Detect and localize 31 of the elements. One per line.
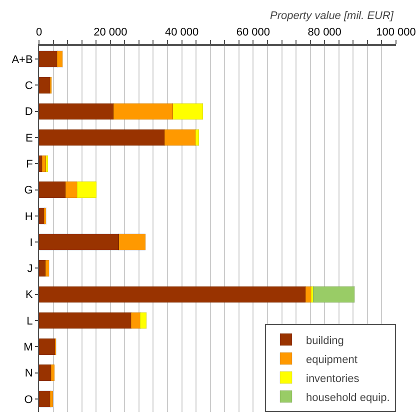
- legend-label: household equip.: [306, 392, 390, 404]
- y-tick-label: N: [24, 368, 33, 380]
- y-tick-label: J: [27, 263, 33, 276]
- x-tick-label: 80 000: [308, 26, 342, 39]
- y-tick-label: D: [24, 106, 33, 118]
- y-tick-label: I: [30, 236, 33, 249]
- y-tick-label: O: [24, 394, 34, 406]
- bar: [312, 286, 355, 303]
- bar: [39, 364, 52, 382]
- legend-label: building: [306, 334, 344, 347]
- x-axis-title: Property value [mil. EUR]: [270, 10, 394, 22]
- x-tick-label: 60 000: [236, 26, 270, 39]
- legend-label: inventories: [306, 372, 360, 385]
- legend-label: equipment: [306, 354, 358, 366]
- bar: [39, 338, 56, 355]
- y-tick-label: G: [24, 184, 33, 197]
- y-tick-label: M: [24, 341, 33, 354]
- y-tick-label: C: [24, 80, 33, 92]
- bar: [39, 76, 50, 94]
- y-tick-label: H: [24, 210, 33, 223]
- x-tick-label: 100 000: [376, 26, 416, 39]
- y-tick-label: A+B: [12, 54, 33, 66]
- y-tick-label: K: [25, 289, 34, 302]
- y-tick-label: E: [25, 132, 33, 144]
- bar: [46, 155, 48, 172]
- x-tick-label: 40 000: [164, 26, 199, 39]
- y-tick-label: F: [26, 158, 34, 170]
- bar: [39, 390, 50, 408]
- x-tick-label: 0: [36, 26, 42, 39]
- x-tick-label: 20 000: [94, 26, 128, 39]
- y-tick-label: L: [26, 315, 33, 328]
